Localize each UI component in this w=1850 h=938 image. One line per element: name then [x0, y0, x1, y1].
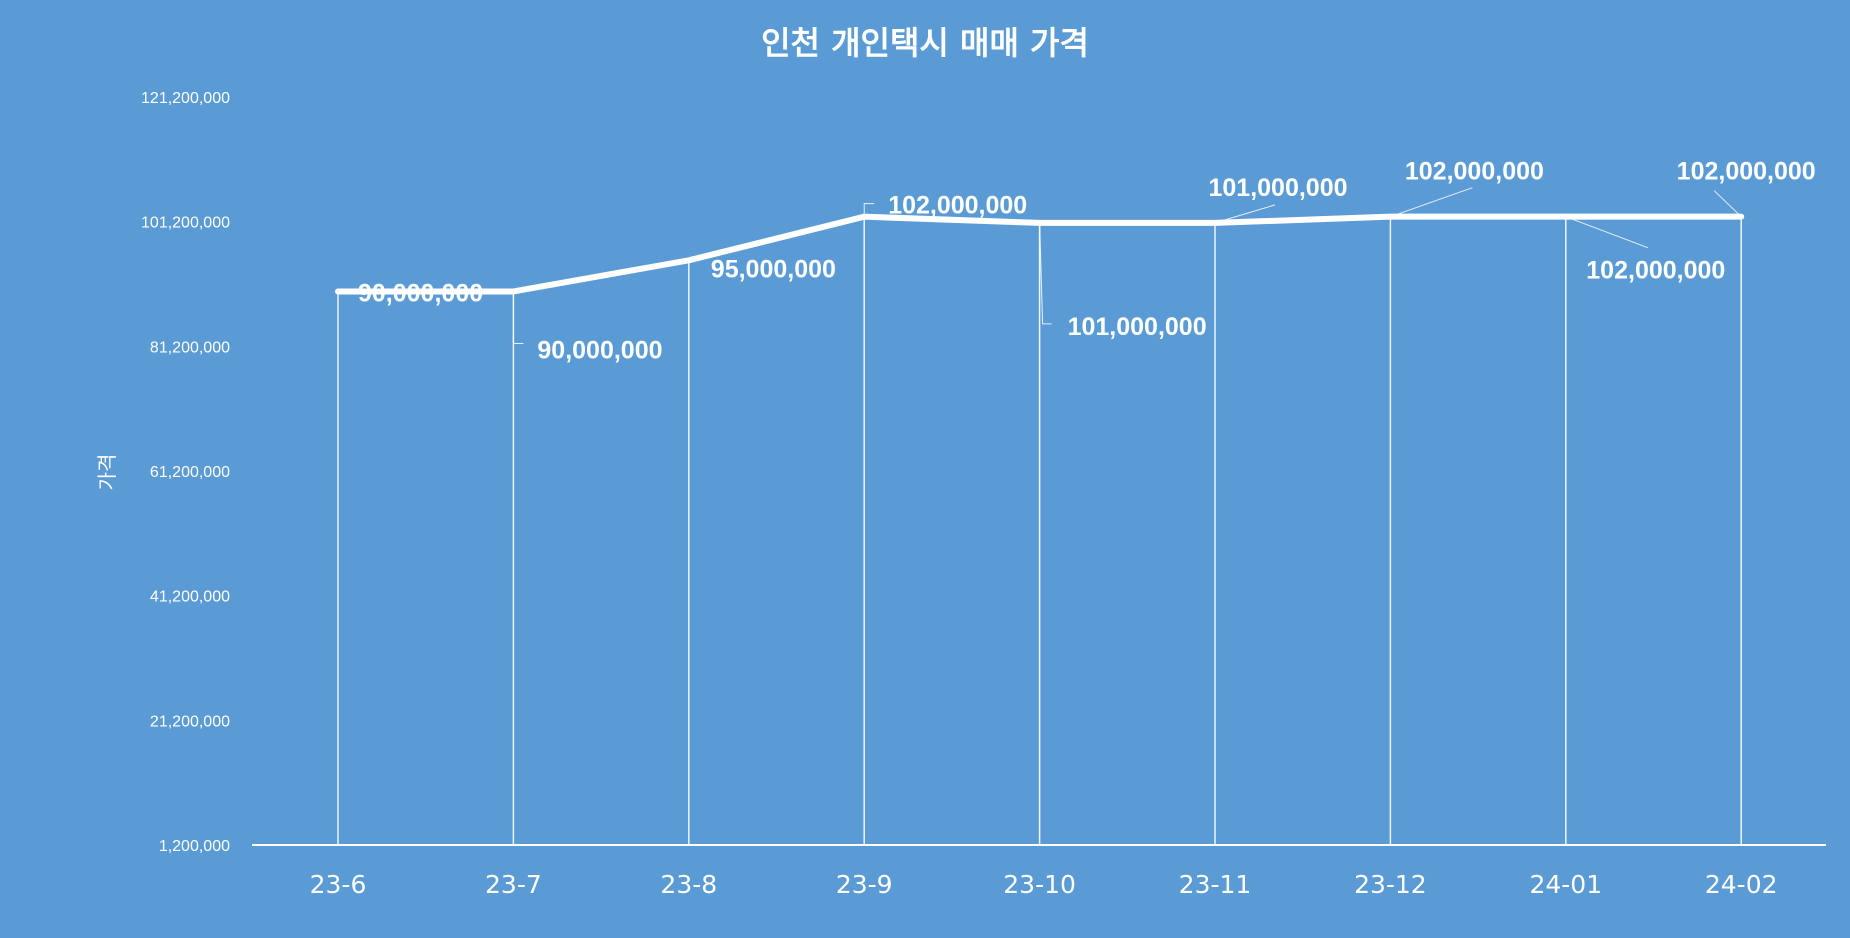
data-label: 102,000,000: [888, 192, 1027, 220]
x-tick-label: 23-12: [1354, 870, 1427, 899]
label-leader-lines: [512, 187, 1742, 344]
x-tick-label: 23-7: [485, 870, 542, 899]
data-labels: 90,000,000 90,000,000 95,000,000 102,000,00…: [358, 158, 1816, 365]
x-tick-label: 23-11: [1179, 870, 1252, 899]
x-tick-label: 23-6: [310, 870, 367, 899]
x-tick-label: 23-9: [836, 870, 893, 899]
leader-line: [1214, 204, 1276, 224]
y-axis-label: 가격: [95, 454, 119, 491]
data-label: 95,000,000: [711, 255, 836, 283]
x-tick-label: 23-8: [660, 870, 717, 899]
leader-line: [1390, 187, 1473, 218]
drop-lines: [337, 216, 1742, 845]
y-tick-label: 21,200,000: [150, 713, 230, 730]
data-label: 101,000,000: [1208, 174, 1347, 202]
y-tick-label: 121,200,000: [141, 90, 230, 107]
leader-line: [512, 291, 524, 344]
x-tick-label: 23-10: [1003, 870, 1076, 899]
data-label: 101,000,000: [1068, 313, 1207, 341]
leader-line: [1039, 222, 1052, 325]
leader-line: [1565, 216, 1648, 249]
y-tick-label: 81,200,000: [150, 339, 230, 356]
x-tick-label: 24-02: [1705, 870, 1778, 899]
y-axis-ticks: 1,200,000 21,200,000 41,200,000 61,200,000 8…: [141, 90, 230, 855]
y-tick-label: 1,200,000: [159, 838, 230, 855]
x-axis-ticks: 23-6 23-7 23-8 23-9 23-10 23-11 23-12 24-01 24-0…: [310, 870, 1778, 899]
y-tick-label: 41,200,000: [150, 589, 230, 606]
y-tick-label: 61,200,000: [150, 464, 230, 481]
data-label: 90,000,000: [537, 336, 662, 364]
leader-line: [1713, 190, 1742, 218]
x-tick-label: 24-01: [1529, 870, 1602, 899]
data-label: 90,000,000: [358, 279, 483, 307]
chart-title: 인천 개인택시 매매 가격: [761, 24, 1089, 62]
data-label: 102,000,000: [1586, 257, 1725, 285]
data-label: 102,000,000: [1677, 158, 1816, 186]
y-tick-label: 101,200,000: [141, 215, 230, 232]
data-label: 102,000,000: [1405, 158, 1544, 186]
leader-line: [863, 203, 875, 217]
